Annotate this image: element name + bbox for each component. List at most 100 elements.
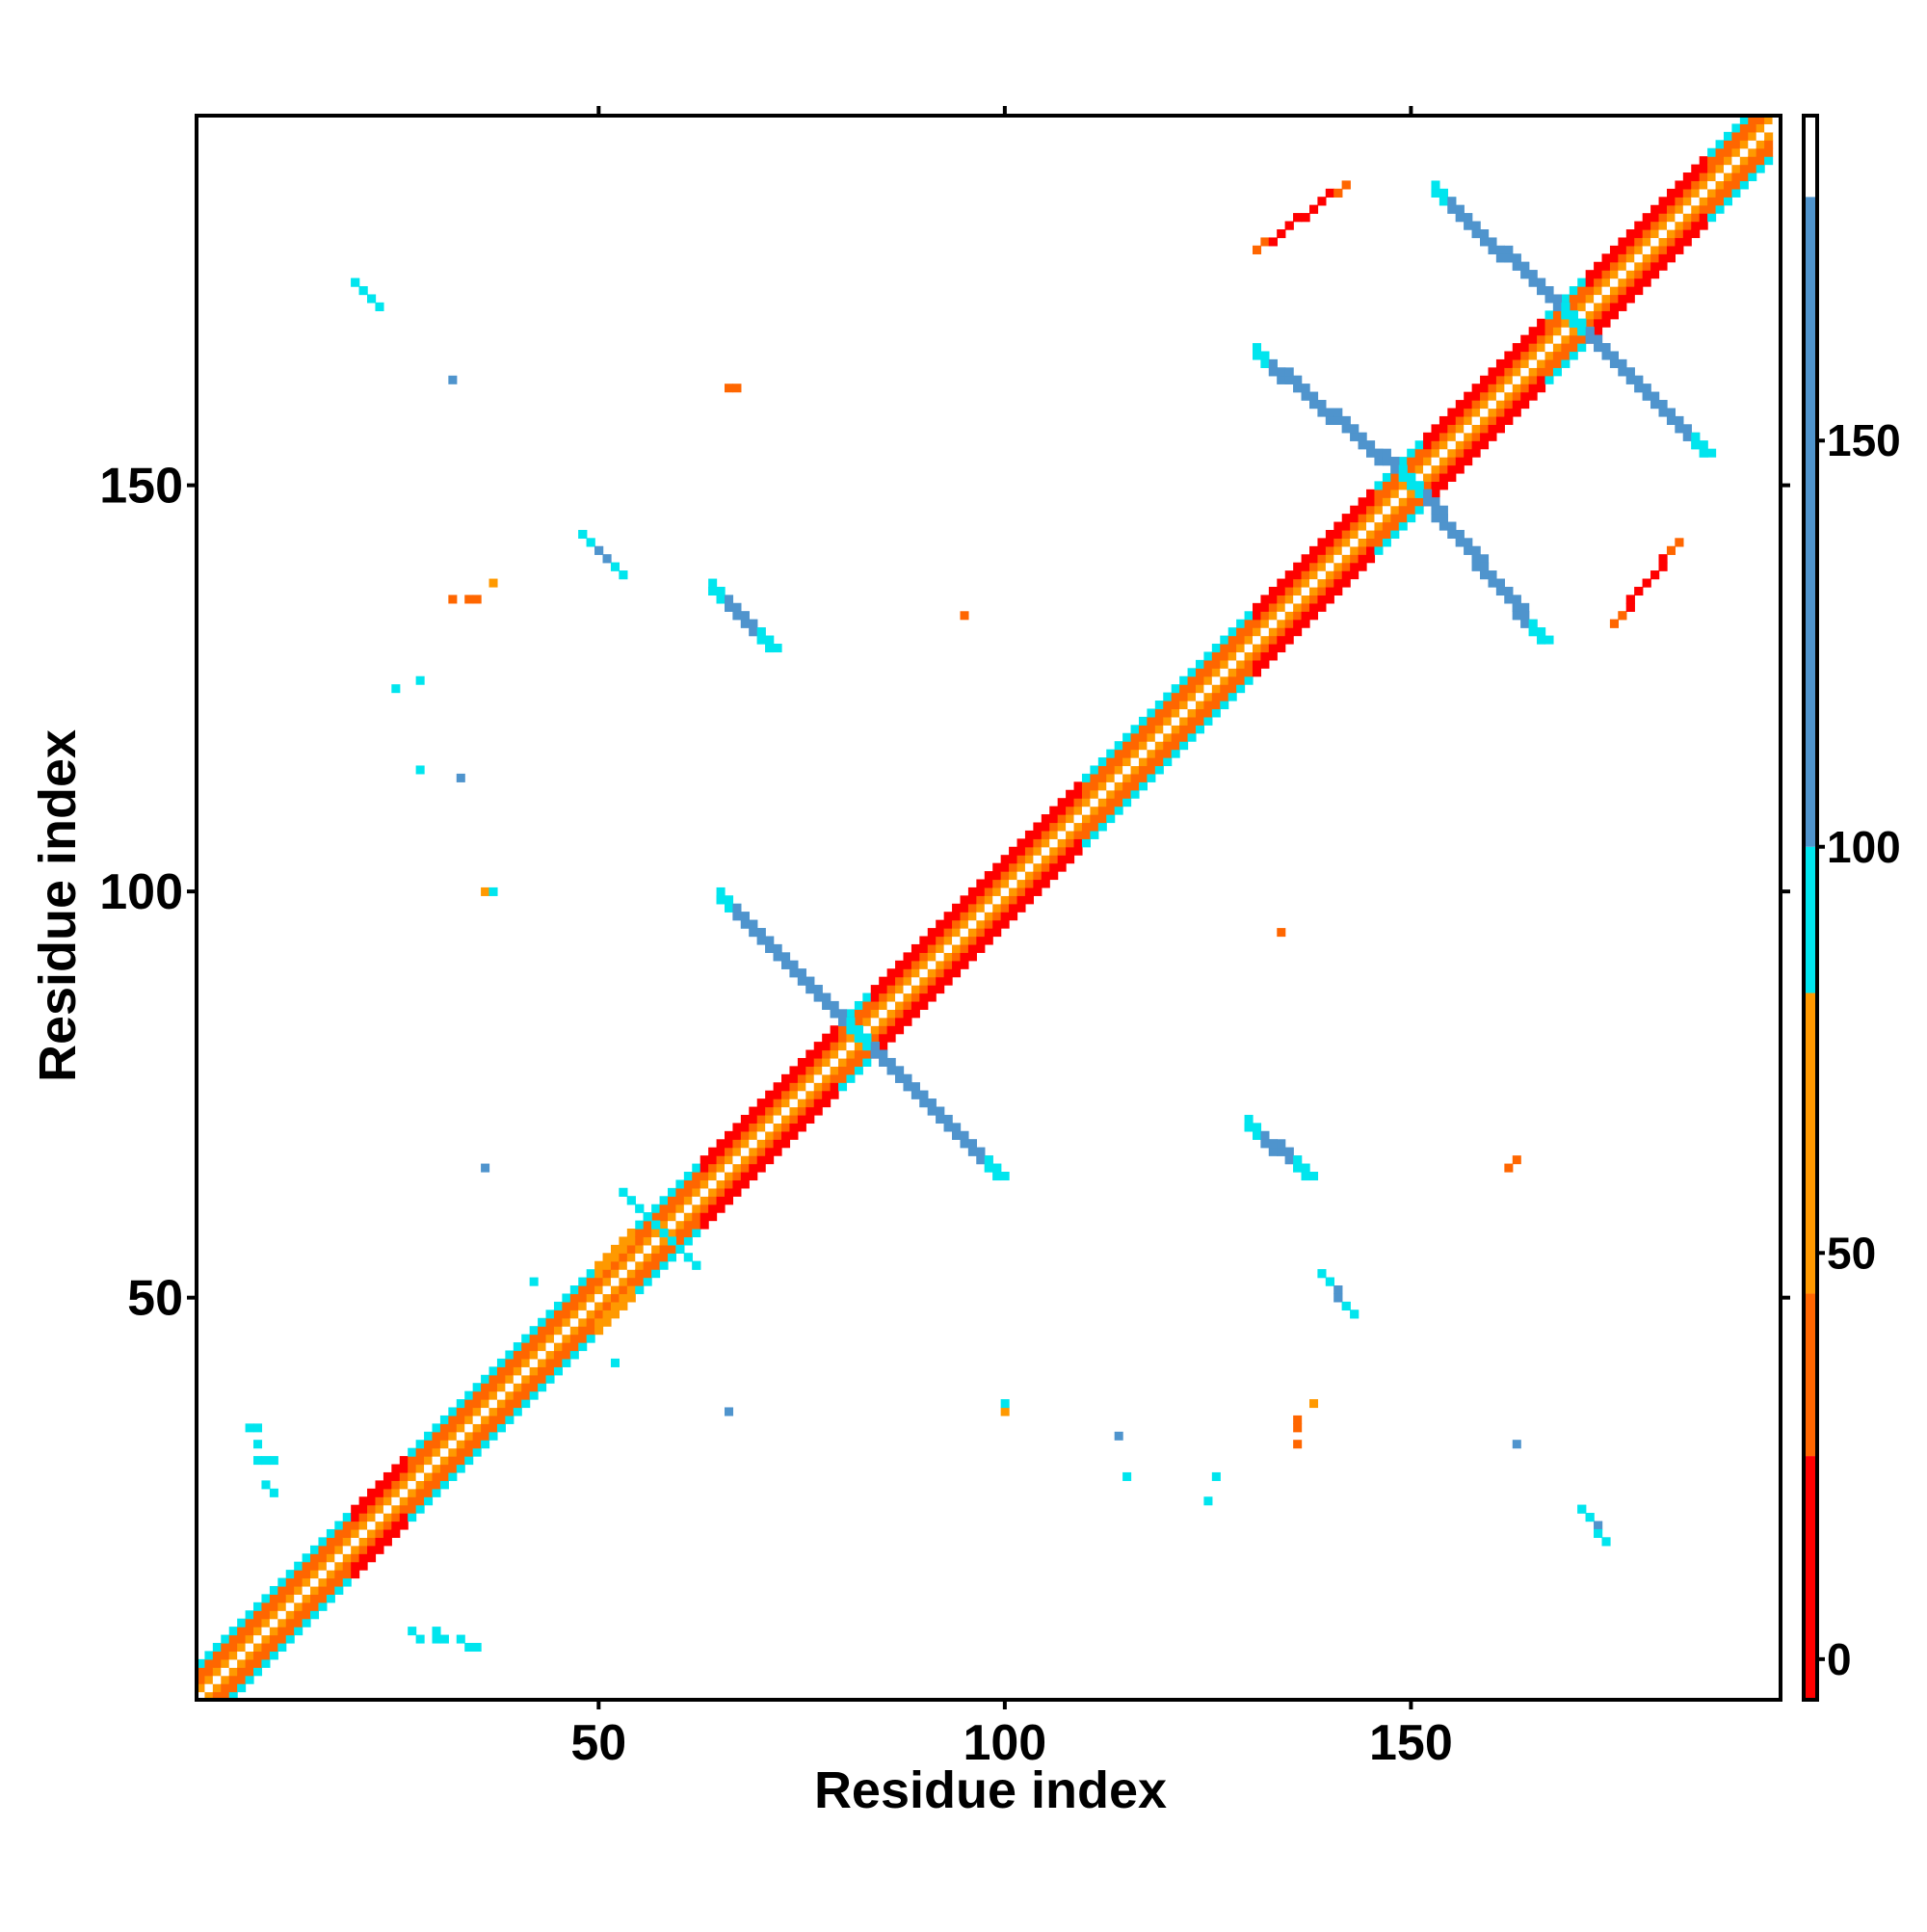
contact-line-cell (1691, 432, 1701, 441)
contact-line-cell (1325, 408, 1334, 417)
diagonal-cell (943, 919, 953, 929)
diagonal-cell (1666, 197, 1676, 206)
diagonal-cell (269, 1651, 278, 1660)
diagonal-cell (895, 968, 905, 978)
diagonal-cell (692, 1212, 701, 1222)
diagonal-cell (813, 1066, 823, 1075)
diagonal-cell (228, 1651, 238, 1660)
diagonal-cell (439, 1480, 449, 1490)
diagonal-cell (919, 992, 929, 1002)
diagonal-cell (967, 952, 977, 962)
diagonal-cell (1495, 367, 1505, 377)
contact-line-cell (1293, 1155, 1303, 1165)
diagonal-cell (854, 1017, 863, 1026)
diagonal-cell (626, 1285, 636, 1295)
diagonal-cell (667, 1187, 677, 1197)
diagonal-cell (732, 1155, 742, 1165)
diagonal-cell (643, 1277, 652, 1286)
contact-line-cell (1414, 481, 1424, 490)
diagonal-cell (1585, 310, 1595, 320)
contact-line-cell (1293, 384, 1303, 393)
diagonal-cell (1666, 204, 1676, 214)
diagonal-cell (1122, 749, 1132, 758)
contact-line-cell (1301, 1163, 1310, 1173)
diagonal-cell (415, 1488, 425, 1497)
diagonal-cell (1106, 773, 1116, 782)
diagonal-cell (960, 919, 969, 929)
diagonal-cell (367, 1521, 377, 1530)
diagonal-cell (740, 1172, 750, 1181)
diagonal-cell (1594, 270, 1603, 279)
diagonal-cell (952, 943, 962, 953)
diagonal-cell (1407, 464, 1416, 474)
diagonal-cell (1755, 123, 1765, 133)
diagonal-cell (781, 1106, 791, 1116)
diagonal-cell (221, 1651, 230, 1660)
diagonal-cell (1138, 781, 1148, 791)
diagonal-cell (1512, 343, 1521, 353)
diagonal-cell (472, 1390, 482, 1400)
diagonal-cell (903, 1000, 912, 1010)
contact-line-cell (1552, 294, 1562, 304)
diagonal-cell (594, 1285, 604, 1295)
diagonal-cell (1764, 116, 1774, 125)
diagonal-cell (1066, 822, 1075, 832)
diagonal-cell (1066, 814, 1075, 824)
diagonal-cell (1561, 318, 1571, 328)
colorbar-band (1804, 992, 1817, 1294)
diagonal-cell (310, 1610, 320, 1620)
diagonal-cell (529, 1350, 539, 1360)
diagonal-cell (1366, 489, 1376, 498)
diagonal-cell (1000, 903, 1010, 913)
diagonal-cell (1171, 741, 1180, 751)
diagonal-cell (505, 1390, 515, 1400)
contact-line-cell (1358, 440, 1367, 450)
diagonal-cell (919, 952, 929, 962)
contact-line-cell (1594, 1528, 1603, 1538)
diagonal-cell (1731, 156, 1741, 166)
contact-line-cell (1618, 367, 1627, 377)
contact-line-cell (903, 1073, 912, 1083)
diagonal-cell (1236, 668, 1246, 677)
diagonal-cell (984, 936, 993, 945)
diagonal-cell (830, 1082, 839, 1092)
diagonal-cell (1455, 464, 1465, 474)
diagonal-cell (1382, 521, 1391, 531)
diagonal-cell (1260, 595, 1270, 604)
contact-point (261, 1480, 271, 1490)
diagonal-cell (984, 903, 993, 913)
contact-line-cell (1504, 245, 1514, 254)
diagonal-cell (1333, 521, 1343, 531)
diagonal-cell (1707, 172, 1717, 182)
diagonal-cell (805, 1066, 815, 1075)
diagonal-cell (756, 1147, 766, 1156)
diagonal-cell (1293, 619, 1303, 628)
diagonal-cell (1748, 147, 1757, 157)
diagonal-cell (1179, 725, 1189, 734)
diagonal-cell (399, 1521, 409, 1530)
colorbar-border (1802, 114, 1819, 1702)
diagonal-cell (505, 1415, 515, 1424)
diagonal-cell (1154, 732, 1164, 742)
diagonal-cell (903, 1017, 912, 1026)
diagonal-cell (700, 1204, 709, 1213)
diagonal-cell (1358, 521, 1367, 531)
diagonal-cell (1009, 846, 1018, 856)
diagonal-cell (651, 1204, 661, 1213)
contact-line-cell (813, 985, 823, 994)
diagonal-cell (302, 1618, 311, 1628)
diagonal-cell (294, 1594, 304, 1603)
diagonal-cell (911, 952, 920, 962)
diagonal-cell (586, 1269, 595, 1279)
diagonal-cell (1211, 684, 1221, 694)
diagonal-cell (1748, 131, 1757, 141)
diagonal-cell (1398, 521, 1408, 531)
diagonal-cell (269, 1642, 278, 1653)
diagonal-cell (862, 1025, 872, 1035)
diagonal-cell (1154, 725, 1164, 734)
diagonal-cell (1187, 675, 1197, 685)
diagonal-cell (846, 1009, 856, 1019)
diagonal-cell (1024, 855, 1034, 864)
contact-line-cell (1260, 1139, 1270, 1149)
contact-line-cell (862, 1042, 872, 1051)
